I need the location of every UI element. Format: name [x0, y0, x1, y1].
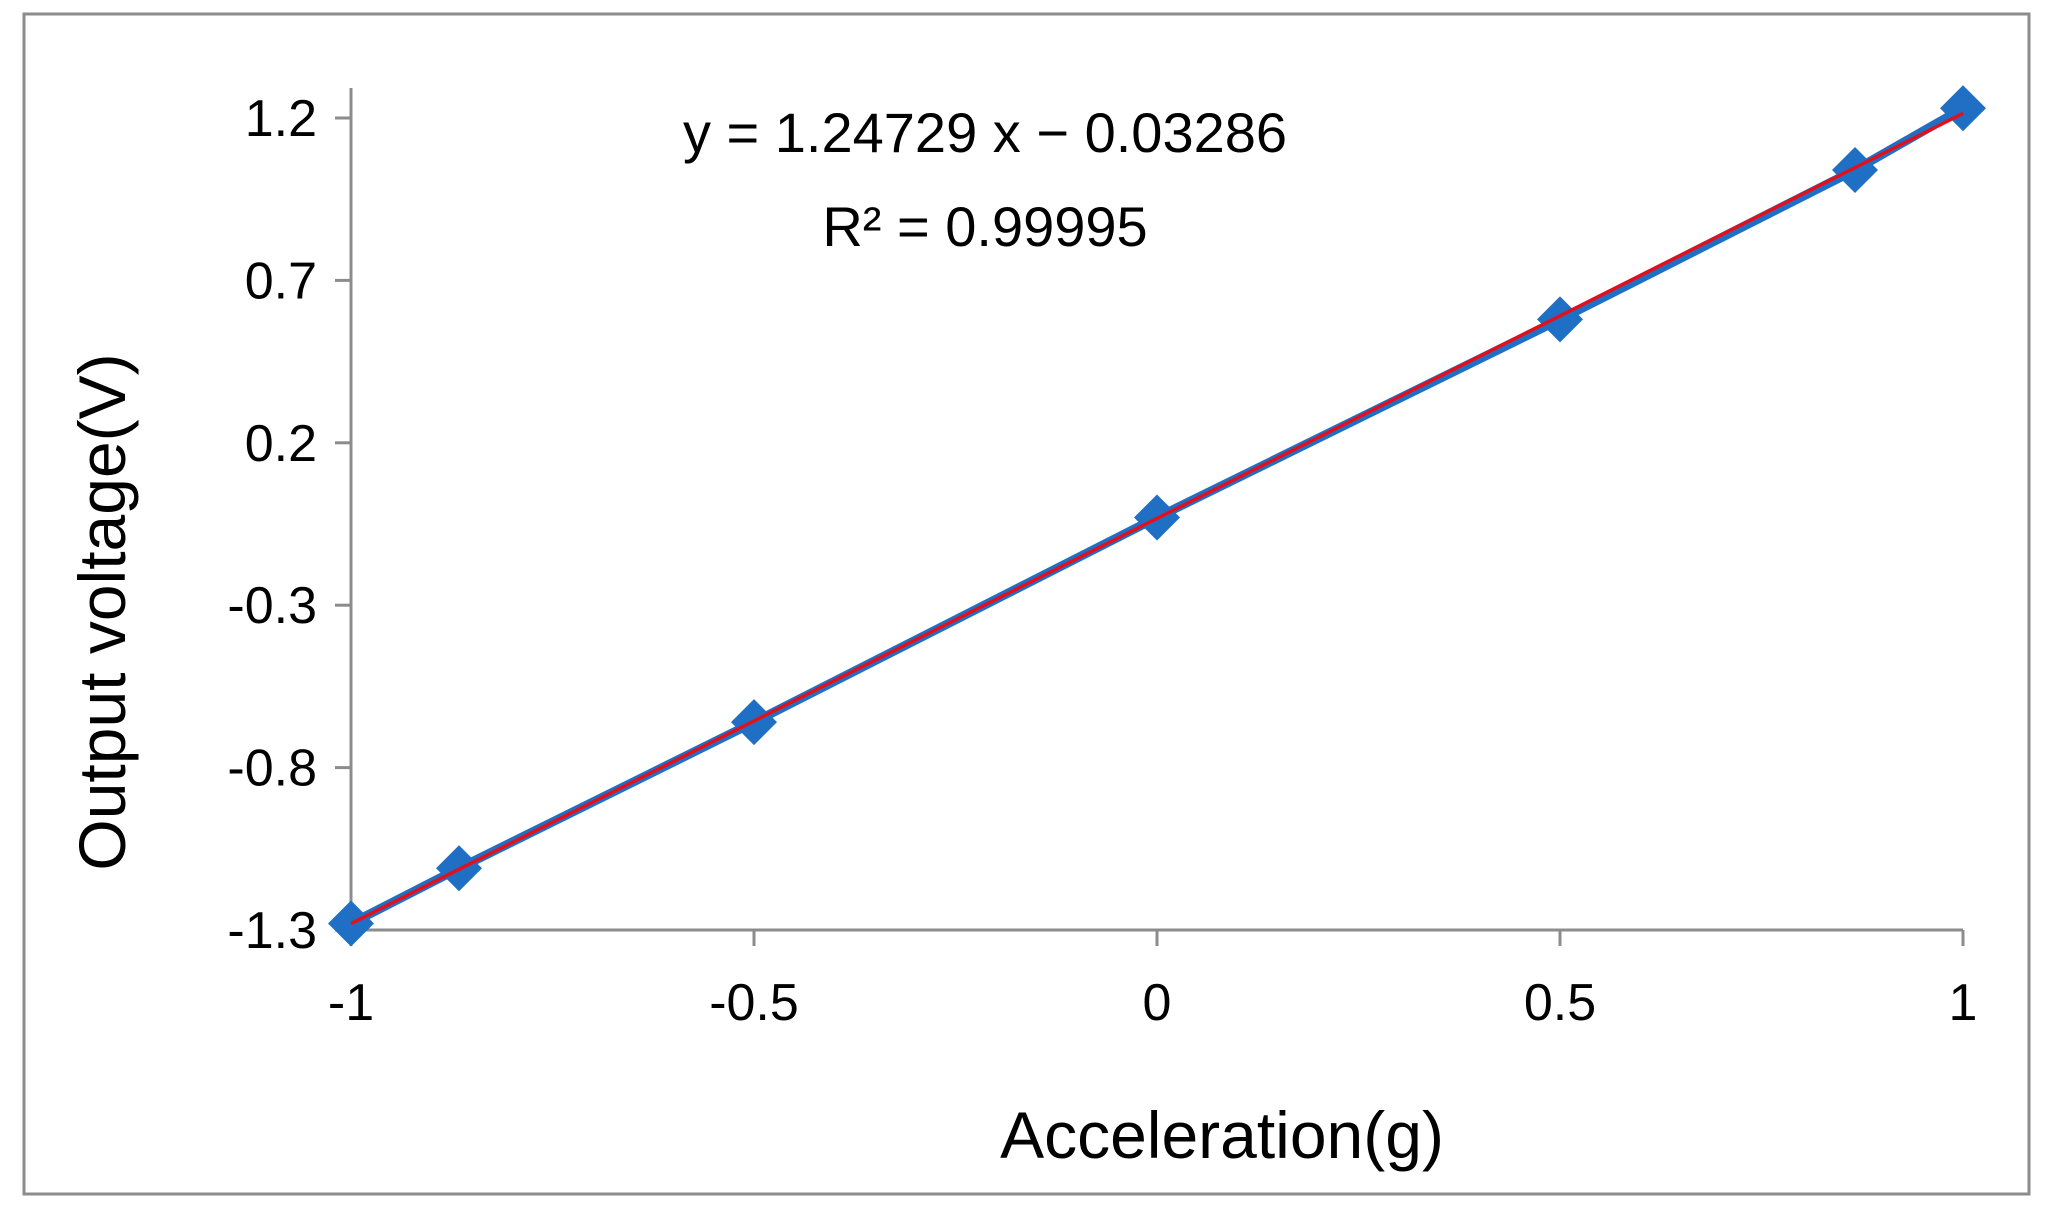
y-tick-label: 1.2 — [245, 90, 317, 148]
linear-trendline — [350, 111, 1964, 926]
data-point-marker — [1537, 296, 1583, 343]
y-axis-title: Output voltage(V) — [65, 353, 139, 870]
y-tick-label: -0.3 — [227, 577, 317, 635]
y-tick-label: -0.8 — [227, 740, 317, 798]
x-tick-label: 1 — [1949, 974, 1978, 1032]
x-tick-label: 0.5 — [1524, 974, 1596, 1032]
tick-labels: -1.3 -0.8 -0.3 0.2 0.7 1.2 -1 -0.5 0 0.5 1 — [227, 90, 1977, 1032]
x-tick-label: -1 — [328, 974, 374, 1032]
chart-border — [22, 12, 2031, 1196]
y-tick-label: 0.2 — [245, 415, 317, 473]
y-tick-label: 0.7 — [245, 252, 317, 310]
x-tick-label: -0.5 — [709, 974, 799, 1032]
trendline — [350, 111, 1964, 926]
r-squared-label: R² = 0.99995 — [822, 195, 1147, 258]
data-point-marker — [1831, 146, 1878, 193]
trendline-equation: y = 1.24729 x − 0.03286 — [683, 101, 1287, 164]
y-tick-label: -1.3 — [227, 902, 317, 960]
x-axis-title: Acceleration(g) — [1000, 1098, 1444, 1172]
axes — [335, 88, 1965, 946]
x-tick-label: 0 — [1143, 974, 1172, 1032]
